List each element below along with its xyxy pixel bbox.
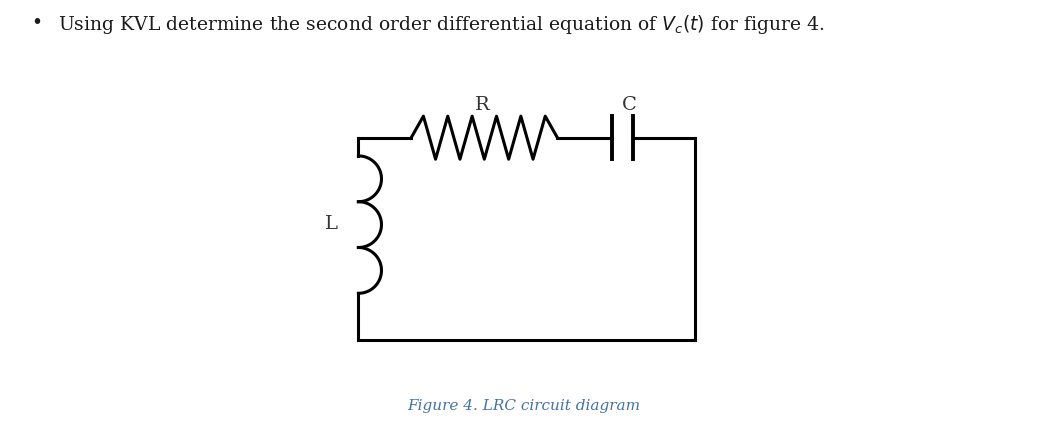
Text: •: • — [31, 13, 43, 32]
Text: Using KVL determine the second order differential equation of $V_c(t)$ for figur: Using KVL determine the second order dif… — [58, 13, 824, 36]
Text: R: R — [475, 95, 489, 114]
Text: L: L — [325, 215, 339, 233]
Text: Figure 4. LRC circuit diagram: Figure 4. LRC circuit diagram — [408, 399, 640, 413]
Text: C: C — [623, 95, 637, 114]
